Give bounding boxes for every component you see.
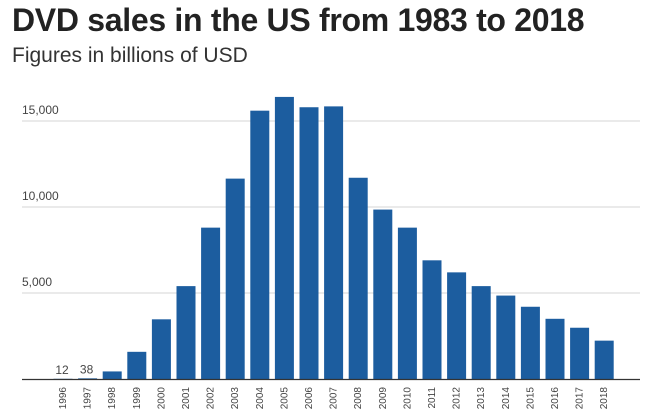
bar: [176, 286, 196, 379]
x-tick-label: 2013: [476, 387, 487, 410]
x-tick-label: 2006: [304, 387, 315, 410]
bar: [102, 371, 122, 379]
x-axis: 1996 1997 1998 1999 2000 2001 2002 2003 2004 2005…: [58, 387, 610, 410]
bar: [250, 110, 270, 380]
bar: [397, 227, 417, 379]
x-tick-label: 1999: [132, 387, 143, 410]
bar: [201, 227, 221, 379]
bar: [471, 286, 491, 379]
bars: [53, 96, 614, 380]
bar: [324, 106, 344, 379]
x-tick-label: 2016: [550, 387, 561, 410]
x-tick-label: 2003: [230, 387, 241, 410]
x-tick-label: 1997: [83, 387, 94, 410]
bar: [570, 327, 590, 379]
x-tick-label: 2008: [353, 387, 364, 410]
bar: [78, 378, 98, 379]
y-tick-label: 10,000: [22, 189, 59, 203]
x-tick-label: 2011: [427, 387, 438, 409]
y-tick-label: 15,000: [22, 103, 59, 117]
y-tick-label: 5,000: [22, 275, 52, 289]
bar: [545, 318, 565, 379]
bar: [127, 351, 147, 379]
chart-subtitle: Figures in billions of USD: [12, 44, 248, 67]
y-axis: 5,000 10,000 15,000: [22, 103, 59, 289]
x-tick-label: 1998: [107, 387, 118, 410]
bar: [422, 260, 442, 379]
x-tick-label: 2001: [181, 387, 192, 410]
bar: [447, 272, 467, 379]
x-tick-label: 2002: [206, 387, 217, 410]
x-tick-label: 2018: [599, 387, 610, 410]
x-tick-label: 2010: [402, 387, 413, 410]
x-tick-label: 2009: [378, 387, 389, 410]
bar: [594, 340, 614, 379]
x-tick-label: 2017: [575, 387, 586, 410]
data-label: 12: [55, 363, 69, 377]
x-tick-label: 2004: [255, 387, 266, 410]
bar: [151, 319, 171, 379]
x-tick-label: 1996: [58, 387, 69, 410]
chart-title: DVD sales in the US from 1983 to 2018: [12, 2, 585, 38]
x-tick-label: 2007: [329, 387, 340, 410]
bar: [348, 177, 368, 379]
x-tick-label: 2012: [452, 387, 463, 410]
bar: [299, 107, 319, 380]
x-tick-label: 2014: [501, 387, 512, 410]
x-tick-label: 2005: [279, 387, 290, 410]
data-labels: 12 38: [55, 362, 93, 376]
bar: [274, 96, 294, 380]
x-tick-label: 2015: [525, 387, 536, 410]
bar: [496, 295, 516, 379]
bar: [373, 209, 393, 379]
data-label: 38: [80, 362, 94, 376]
x-tick-label: 2000: [156, 387, 167, 410]
bar: [225, 178, 245, 379]
bar: [520, 306, 540, 379]
